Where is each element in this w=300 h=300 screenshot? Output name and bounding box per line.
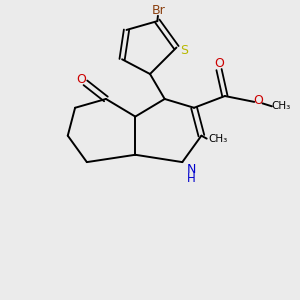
Text: CH₃: CH₃ (272, 101, 291, 111)
Text: H: H (187, 172, 196, 185)
Text: O: O (76, 74, 86, 86)
Text: Br: Br (152, 4, 166, 17)
Text: N: N (186, 163, 196, 176)
Text: CH₃: CH₃ (208, 134, 227, 144)
Text: O: O (254, 94, 264, 107)
Text: O: O (215, 57, 224, 70)
Text: S: S (180, 44, 188, 57)
